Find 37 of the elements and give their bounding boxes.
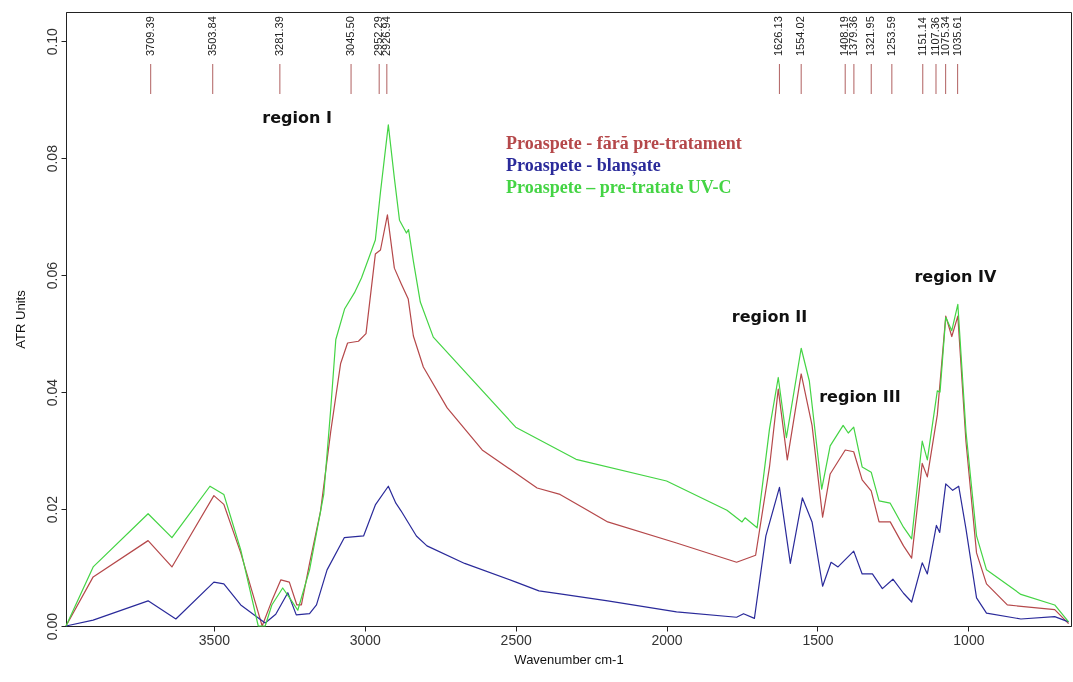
ref-line-label: 1107.36 (928, 17, 941, 56)
y-axis-title: ATR Units (12, 289, 28, 349)
ref-line-label: 3045.50 (344, 16, 357, 56)
annotation: region I (262, 107, 332, 127)
ref-line-label: 1408.19 (838, 16, 851, 56)
x-tick-label: 1500 (802, 631, 834, 648)
ref-line-label: 1075.34 (938, 16, 951, 56)
ref-line-label: 1253.59 (884, 16, 897, 56)
y-tick-label: 0.06 (43, 261, 60, 290)
y-tick-label: 0.08 (43, 144, 60, 173)
x-tick-label: 3000 (349, 631, 382, 648)
ref-line-label: 1321.95 (864, 16, 877, 56)
ref-line-label: 3503.84 (205, 16, 218, 56)
y-tick-label: 0.10 (43, 27, 60, 56)
y-tick-label: 0.04 (43, 378, 60, 407)
annotation: region IV (914, 267, 998, 287)
x-tick-label: 2000 (651, 631, 683, 648)
x-axis-title: Wavenumber cm-1 (514, 651, 624, 667)
ref-line-label: 1035.61 (950, 16, 963, 56)
x-tick-label: 2500 (500, 631, 532, 648)
text: Proaspete – pre-tratate UV-C (506, 176, 732, 197)
line-series (65, 214, 1070, 627)
y-tick-label: 0.02 (43, 495, 60, 524)
ref-line-label: 1554.02 (794, 16, 807, 56)
line-series (65, 483, 1070, 627)
ref-line-label: 1626.13 (772, 16, 785, 56)
line-series (65, 124, 1070, 627)
ref-line-label: 3281.39 (272, 16, 285, 56)
annotation: region III (819, 386, 901, 406)
x-tick-label: 3500 (198, 631, 231, 648)
ref-line-label: 1151.14 (915, 17, 928, 56)
ref-line-label: 3709.39 (143, 16, 156, 56)
text: Proaspete - fără pre-tratament (506, 132, 742, 153)
text: Proaspete - blanșate (506, 154, 661, 176)
y-tick-label: 0.00 (43, 612, 60, 641)
annotation: region II (731, 307, 808, 327)
x-tick-label: 1000 (953, 631, 985, 648)
